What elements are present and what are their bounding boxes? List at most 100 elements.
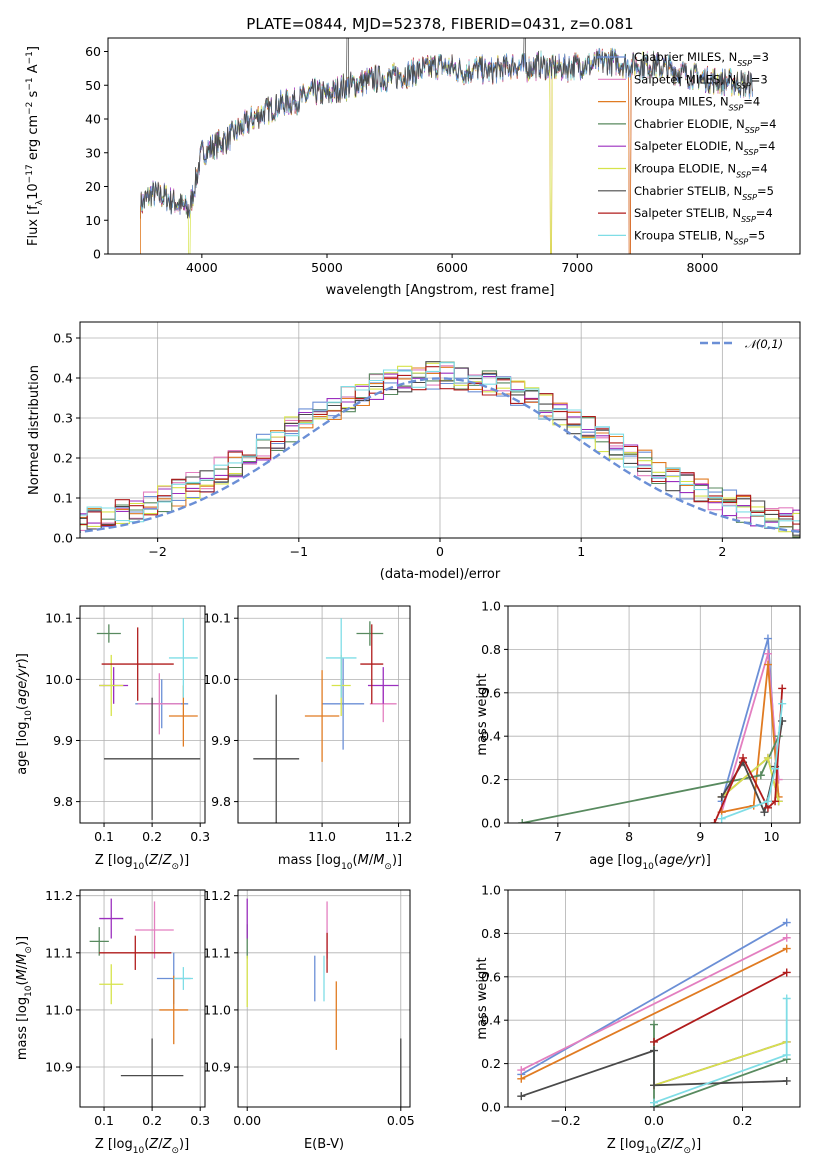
series-marker xyxy=(650,1098,658,1107)
series-marker xyxy=(717,814,726,823)
axes-frame xyxy=(237,605,411,824)
y-tick-label: 0.1 xyxy=(53,491,73,506)
series-marker xyxy=(717,792,726,801)
series-marker xyxy=(710,819,719,823)
x-tick-label: 1 xyxy=(577,544,585,559)
series-marker xyxy=(782,944,791,953)
y-tick-label: 9.8 xyxy=(211,794,231,809)
axes-frame xyxy=(237,889,411,1108)
legend-label: Kroupa ELODIE, NSSP=4 xyxy=(634,162,768,180)
histogram-step xyxy=(80,362,800,528)
x-tick-label: 0.2 xyxy=(142,1113,162,1128)
panel-2: −2 −1 0 1 2 0.0 0.1 0.2 0.3 0.4 0.5 (data-model)/er… xyxy=(27,321,801,582)
series-marker xyxy=(763,797,772,806)
y-tick-label: 11.0 xyxy=(203,1002,231,1017)
series-line xyxy=(721,703,784,820)
y-axis-label: Normed distribution xyxy=(27,365,42,495)
y-tick-label: 10.1 xyxy=(203,611,231,626)
data-point xyxy=(159,975,189,1045)
legend-label: Salpeter ELODIE, NSSP=4 xyxy=(634,139,775,157)
x-tick-label: 5000 xyxy=(311,260,343,275)
data-point xyxy=(99,898,124,939)
x-tick-label: 0.3 xyxy=(190,1113,210,1128)
x-axis-label: wavelength [Angstrom, rest frame] xyxy=(326,283,555,298)
axes-frame xyxy=(107,37,801,255)
y-tick-label: 20 xyxy=(85,179,101,194)
x-tick-label: 6000 xyxy=(436,260,468,275)
data-point xyxy=(253,694,300,823)
y-tick-label: 0.6 xyxy=(481,685,501,700)
series-line xyxy=(520,921,788,1076)
x-tick-label: 0.0 xyxy=(644,1113,664,1128)
series-marker xyxy=(778,684,787,693)
series-marker xyxy=(782,968,791,977)
y-axis-label: mass weight xyxy=(475,673,490,755)
series-marker xyxy=(760,808,769,817)
y-axis-label: Flux [fλ10−17 erg cm−2 s−1 A−1] xyxy=(25,46,45,246)
y-axis-label: age [log10(age/yr)] xyxy=(15,653,34,775)
series-marker xyxy=(518,819,527,823)
data-point xyxy=(135,901,174,959)
legend-label: Salpeter STELIB, NSSP=4 xyxy=(634,206,773,224)
x-tick-label: 0.1 xyxy=(94,829,114,844)
x-axis-label: mass [log10(M/M⊙)] xyxy=(278,853,402,872)
x-tick-label: −0.2 xyxy=(550,1113,580,1128)
y-tick-label: 0.0 xyxy=(53,531,73,546)
y-tick-label: 9.9 xyxy=(211,733,231,748)
series-marker xyxy=(782,933,791,942)
series-marker xyxy=(517,1074,526,1083)
y-tick-label: 0.6 xyxy=(481,969,501,984)
data-point xyxy=(101,627,174,701)
x-axis-label: age [log10(age/yr)] xyxy=(589,853,711,872)
y-tick-label: 30 xyxy=(85,145,101,160)
x-tick-label: 4000 xyxy=(186,260,218,275)
legend-label: 𝒩(0,1) xyxy=(745,337,783,351)
plot-area xyxy=(517,918,791,1107)
data-point xyxy=(137,673,181,735)
series-marker xyxy=(756,771,765,780)
plot-area xyxy=(246,898,402,1107)
y-axis-label: mass weight xyxy=(475,957,490,1039)
y-tick-label: 0.8 xyxy=(481,926,501,941)
series-marker xyxy=(778,699,787,708)
y-tick-label: 0.4 xyxy=(53,371,73,386)
y-tick-label: 11.1 xyxy=(203,945,231,960)
y-tick-label: 1.0 xyxy=(481,599,501,614)
x-tick-label: 0.05 xyxy=(387,1113,415,1128)
x-tick-label: 0.2 xyxy=(733,1113,753,1128)
panel-5: 7 8 9 10 0.0 0.2 0.4 0.6 0.8 1.0 mass weight age [l… xyxy=(475,599,801,872)
data-point xyxy=(99,935,172,970)
y-tick-label: 0.4 xyxy=(481,1013,501,1028)
plot-area xyxy=(89,898,193,1107)
x-tick-label: 0.2 xyxy=(142,829,162,844)
y-tick-label: 0.4 xyxy=(481,729,501,744)
plot-area xyxy=(518,634,787,823)
x-tick-label: 0.00 xyxy=(233,1113,261,1128)
plot-area xyxy=(80,361,800,538)
x-axis-label: E(B-V) xyxy=(304,1137,344,1152)
data-point xyxy=(356,621,384,646)
spectrum-line xyxy=(140,38,753,219)
axes-frame xyxy=(79,889,206,1108)
y-tick-label: 0.2 xyxy=(481,772,501,787)
series-line xyxy=(520,936,788,1071)
y-tick-label: 10.1 xyxy=(45,611,73,626)
normal-curve xyxy=(80,377,800,534)
y-tick-label: 0 xyxy=(93,247,101,262)
x-tick-label: 9 xyxy=(696,829,704,844)
data-point xyxy=(120,1038,184,1107)
x-axis-label: Z [log10(Z/Z⊙)] xyxy=(95,853,189,872)
y-tick-label: 60 xyxy=(85,44,101,59)
x-tick-label: 10 xyxy=(764,829,780,844)
plot-area xyxy=(96,618,201,820)
x-axis-label: (data-model)/error xyxy=(380,567,501,582)
series-marker xyxy=(771,797,780,806)
y-tick-label: 40 xyxy=(85,112,101,127)
y-axis-label: mass [log10(M/M⊙)] xyxy=(15,936,34,1060)
data-point xyxy=(322,657,365,750)
y-tick-label: 0.2 xyxy=(481,1056,501,1071)
legend-label: Chabrier MILES, NSSP=3 xyxy=(634,50,769,68)
plot-area xyxy=(253,618,399,823)
x-tick-label: 11.0 xyxy=(308,829,336,844)
